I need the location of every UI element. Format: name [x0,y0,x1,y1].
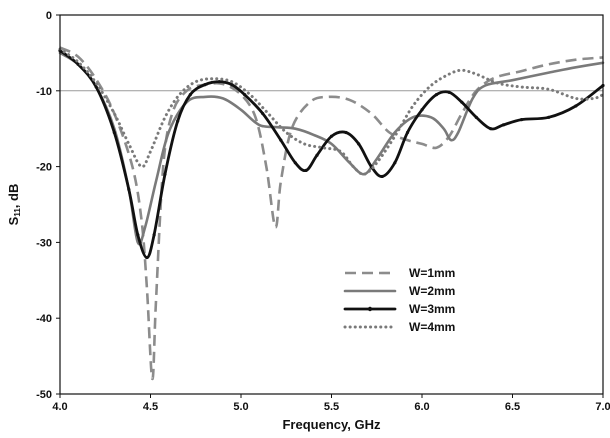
series-point [574,104,578,108]
legend-item: W=1mm [345,266,455,280]
series-point [293,161,297,165]
y-axis-ticks: 0 -10 -20 -30 -40 -50 [36,10,60,401]
series-point [279,138,283,142]
series-point [217,80,221,84]
series-point [447,90,451,94]
legend-item: W=3mm [343,302,455,316]
series-point [519,118,524,122]
legend-label: W=1mm [409,266,455,280]
series-point [405,130,410,135]
y-tick-label: -50 [36,389,52,401]
series-point [315,153,319,157]
y-axis-title-main: S [6,216,21,225]
y-axis-title-tail: , dB [6,184,21,209]
series-point [304,168,308,172]
series-point [76,62,80,66]
series-point [501,123,506,127]
series-point [380,174,384,179]
series-point [188,92,192,97]
series-point [474,115,478,119]
series-point [547,115,551,119]
legend-label: W=4mm [409,320,455,334]
legend-label: W=3mm [409,302,455,316]
series-point [145,255,149,260]
x-tick-label: 6.0 [414,401,429,413]
series-line [58,47,605,176]
series-point [136,233,140,237]
series-point [112,130,116,135]
legend-marker [367,306,373,312]
legend: W=1mm W=2mm W=3mm W=4mm [343,266,455,334]
series-point [176,119,180,123]
x-tick-label: 7.0 [595,401,610,413]
y-tick-label: -30 [36,237,52,249]
legend-item: W=2mm [343,284,455,298]
legend-item: W=4mm [343,320,455,334]
x-axis-title: Frequency, GHz [282,417,381,432]
series-point [230,83,234,87]
series-point [344,130,348,135]
y-tick-label: -10 [36,86,52,98]
x-tick-label: 6.5 [505,401,520,413]
y-tick-label: -40 [36,313,52,325]
series-line [59,46,604,381]
series-point [203,83,207,87]
y-axis-title: S11, dB [6,184,22,226]
series-w-4mm [58,47,605,176]
series-point [357,142,361,146]
series-layer [58,46,605,381]
series-point [489,127,493,131]
legend-label: W=2mm [409,284,455,298]
x-tick-label: 5.0 [233,401,248,413]
x-tick-label: 5.5 [324,401,339,413]
series-point [329,134,334,138]
y-tick-label: 0 [46,10,52,22]
series-point [163,172,167,176]
y-axis-title-subscript: 11 [13,208,22,217]
series-point [434,92,439,97]
series-point [393,161,397,165]
series-point [420,108,424,112]
x-tick-label: 4.5 [143,401,158,413]
series-point [460,100,464,104]
series-w-3mm [58,49,605,260]
x-axis-ticks: 4.0 4.5 5.0 5.5 6.0 6.5 7.0 [52,394,610,413]
series-point [94,85,98,89]
series-point [152,233,156,237]
series-w-1mm [59,46,604,381]
series-point [261,111,265,116]
y-tick-label: -20 [36,162,52,174]
series-point [243,92,247,97]
series-point [127,187,131,191]
x-tick-label: 4.0 [52,401,67,413]
